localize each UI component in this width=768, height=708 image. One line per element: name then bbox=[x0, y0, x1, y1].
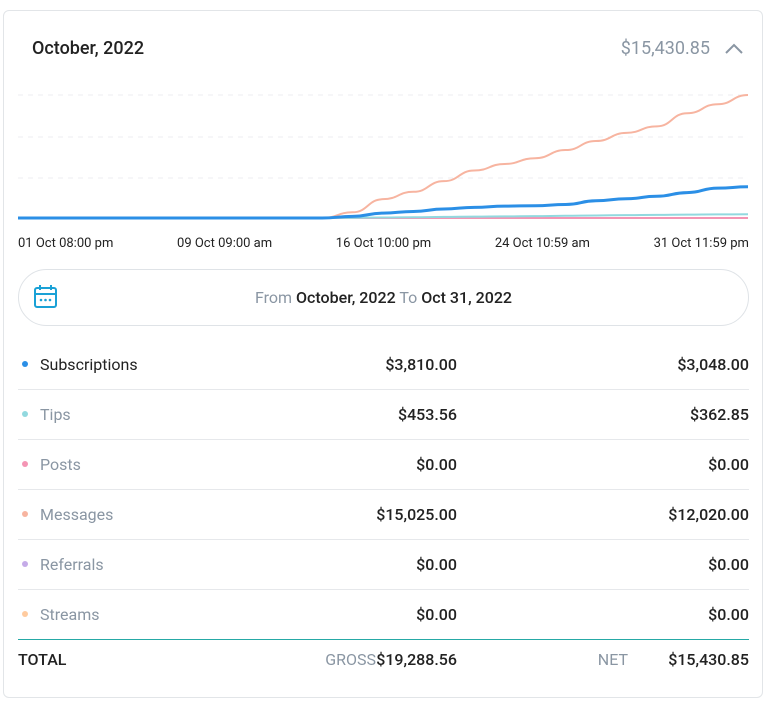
row-gross: $0.00 bbox=[416, 555, 457, 574]
x-tick-label: 31 Oct 11:59 pm bbox=[653, 236, 749, 251]
legend-dot bbox=[22, 411, 28, 417]
row-name: Tips bbox=[40, 405, 71, 424]
card: October, 2022 $15,430.85 bbox=[3, 10, 763, 698]
row-name: Streams bbox=[40, 605, 100, 624]
total-net: $15,430.85 bbox=[668, 650, 749, 669]
row-name: Referrals bbox=[40, 555, 104, 574]
row-gross: $0.00 bbox=[416, 455, 457, 474]
legend-dot bbox=[22, 461, 28, 467]
total-label: TOTAL bbox=[18, 650, 67, 669]
net-label: NET bbox=[597, 650, 628, 669]
x-axis-labels: 01 Oct 08:00 pm 09 Oct 09:00 am 16 Oct 10:… bbox=[18, 236, 749, 251]
legend-dot bbox=[22, 361, 28, 367]
gross-label: GROSS bbox=[325, 650, 376, 669]
row-name: Subscriptions bbox=[40, 355, 138, 374]
row-net: $0.00 bbox=[708, 605, 749, 624]
table-row: Subscriptions $3,810.00 $3,048.00 bbox=[18, 340, 749, 390]
row-net: $362.85 bbox=[689, 405, 749, 424]
total-gross: $19,288.56 bbox=[376, 650, 457, 669]
row-gross: $453.56 bbox=[397, 405, 457, 424]
title: October, 2022 bbox=[32, 38, 145, 59]
table-row: Messages $15,025.00 $12,020.00 bbox=[18, 490, 749, 540]
x-tick-label: 09 Oct 09:00 am bbox=[177, 236, 273, 251]
header-amount: $15,430.85 bbox=[620, 38, 710, 59]
series-line bbox=[17, 185, 749, 220]
from-label: From bbox=[255, 288, 293, 307]
to-label: To bbox=[399, 288, 418, 307]
row-gross: $0.00 bbox=[416, 605, 457, 624]
row-net: $0.00 bbox=[708, 455, 749, 474]
table-row: Posts $0.00 $0.00 bbox=[18, 440, 749, 490]
calendar-icon bbox=[34, 285, 57, 308]
row-gross: $3,810.00 bbox=[385, 355, 457, 374]
legend-dot bbox=[22, 561, 28, 567]
x-tick-label: 24 Oct 10:59 am bbox=[494, 236, 590, 251]
legend-dot bbox=[22, 611, 28, 617]
row-name: Posts bbox=[40, 455, 81, 474]
to-date: Oct 31, 2022 bbox=[421, 288, 512, 307]
series-line bbox=[17, 94, 749, 220]
row-name: Messages bbox=[40, 505, 114, 524]
x-tick-label: 16 Oct 10:00 pm bbox=[335, 236, 432, 251]
legend-dot bbox=[22, 511, 28, 517]
x-tick-label: 01 Oct 08:00 pm bbox=[18, 236, 114, 251]
row-net: $12,020.00 bbox=[668, 505, 749, 524]
range-text: From October, 2022 To Oct 31, 2022 bbox=[19, 288, 748, 307]
table-row: Referrals $0.00 $0.00 bbox=[18, 540, 749, 590]
from-date: October, 2022 bbox=[296, 288, 396, 307]
breakdown-table: Subscriptions $3,810.00 $3,048.00 Tips $453.… bbox=[18, 340, 749, 640]
collapse-button[interactable] bbox=[724, 41, 744, 55]
table-row: Streams $0.00 $0.00 bbox=[18, 590, 749, 640]
row-net: $0.00 bbox=[708, 555, 749, 574]
table-row: Tips $453.56 $362.85 bbox=[18, 390, 749, 440]
row-gross: $15,025.00 bbox=[376, 505, 457, 524]
chart bbox=[17, 94, 749, 220]
row-net: $3,048.00 bbox=[677, 355, 749, 374]
date-range[interactable]: From October, 2022 To Oct 31, 2022 bbox=[18, 269, 749, 326]
